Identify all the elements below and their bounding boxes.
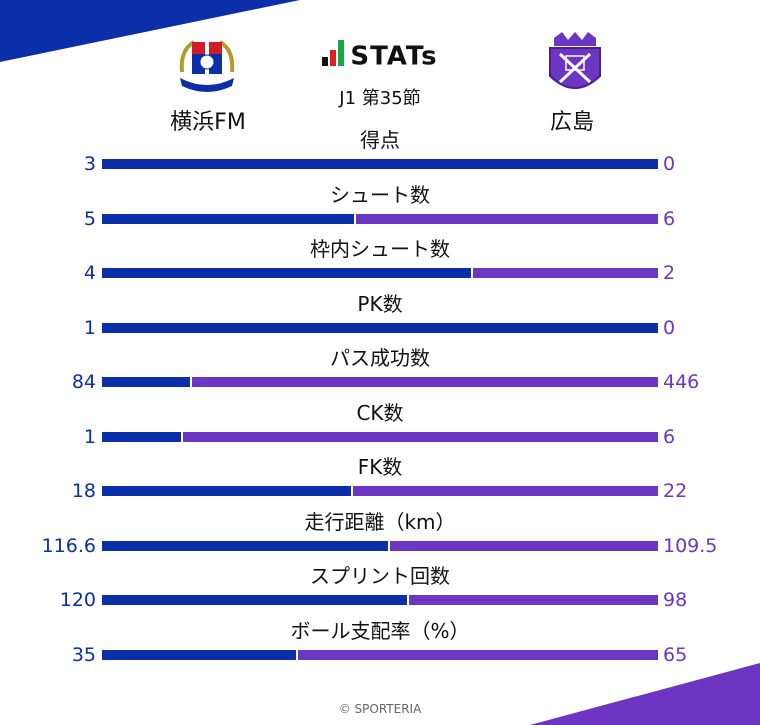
away-value: 0 xyxy=(663,153,676,175)
away-bar-segment xyxy=(473,268,658,278)
away-value: 446 xyxy=(663,371,700,393)
home-bar-segment xyxy=(102,649,296,660)
stat-row: 枠内シュート数 4 2 xyxy=(0,233,760,288)
corner-decoration-top-left xyxy=(0,0,300,62)
home-bar-segment xyxy=(102,213,354,224)
away-value: 2 xyxy=(663,262,676,284)
home-value: 84 xyxy=(71,371,96,393)
stat-row: FK数 18 22 xyxy=(0,451,760,506)
stat-label: 走行距離（km） xyxy=(304,509,456,534)
home-value: 1 xyxy=(83,316,96,339)
away-value: 6 xyxy=(663,425,676,448)
away-value: 65 xyxy=(663,643,688,666)
away-value: 22 xyxy=(663,480,688,502)
stat-label: CK数 xyxy=(356,400,404,425)
home-value: 1 xyxy=(83,425,96,448)
comparison-bar xyxy=(102,377,658,387)
stat-label: シュート数 xyxy=(330,182,430,207)
stat-row: CK数 1 6 xyxy=(0,397,760,452)
home-value: 35 xyxy=(71,643,96,666)
away-value: 6 xyxy=(663,207,676,230)
stat-row: PK数 1 0 xyxy=(0,288,760,343)
away-value: 98 xyxy=(663,589,688,611)
away-bar-segment xyxy=(355,213,658,224)
stats-list: 得点 3 0 シュート数 5 6 枠内シュート数 4 2 PK数 1 0 パス成功数 84 446 CK数 1 6… xyxy=(0,124,760,669)
comparison-bar xyxy=(102,595,658,605)
home-bar-segment xyxy=(102,377,190,387)
header: 横浜FM 広島 STATs J1 第35節 xyxy=(0,0,760,140)
home-team-logo xyxy=(172,32,242,102)
away-bar-segment xyxy=(183,431,658,442)
bar-divider xyxy=(351,486,354,496)
away-bar-segment xyxy=(297,649,658,660)
home-value: 120 xyxy=(59,589,96,611)
home-team-name: 横浜FM xyxy=(170,110,246,135)
home-bar-segment xyxy=(102,486,352,496)
stat-label: 枠内シュート数 xyxy=(310,237,450,261)
stat-row: スプリント回数 120 98 xyxy=(0,560,760,615)
home-value: 116.6 xyxy=(41,534,96,557)
home-bar-segment xyxy=(102,431,182,442)
stat-row: シュート数 5 6 xyxy=(0,179,760,234)
away-bar-segment xyxy=(191,377,658,387)
stat-row: ボール支配率（%） 35 65 xyxy=(0,615,760,670)
copyright: © SPORTERIA xyxy=(338,702,422,716)
stats-brand: STATs xyxy=(0,40,760,73)
comparison-bar xyxy=(102,159,658,169)
away-team-logo xyxy=(540,30,610,100)
bar-divider xyxy=(353,213,356,224)
comparison-bar xyxy=(102,649,658,660)
comparison-bar xyxy=(102,213,658,224)
away-bar-segment xyxy=(353,486,658,496)
comparison-bar xyxy=(102,540,658,551)
home-value: 4 xyxy=(83,262,96,284)
stat-row: パス成功数 84 446 xyxy=(0,342,760,397)
brand-title: STATs xyxy=(350,41,438,72)
stat-label: スプリント回数 xyxy=(310,564,450,588)
bar-divider xyxy=(406,595,409,605)
home-bar-segment xyxy=(102,159,658,169)
bar-divider xyxy=(181,431,184,442)
stats-logo-icon xyxy=(322,40,345,73)
comparison-bar xyxy=(102,268,658,278)
bar-divider xyxy=(471,268,474,278)
bar-divider xyxy=(295,649,298,660)
corner-decoration-bottom-right xyxy=(530,663,760,725)
away-bar-segment xyxy=(389,540,658,551)
stat-label: ボール支配率（%） xyxy=(290,618,470,643)
away-bar-segment xyxy=(408,595,658,605)
stat-label: パス成功数 xyxy=(330,346,430,370)
home-value: 3 xyxy=(83,153,96,175)
bar-divider xyxy=(189,377,192,387)
comparison-bar xyxy=(102,322,658,333)
away-team-name: 広島 xyxy=(549,110,594,135)
comparison-bar xyxy=(102,486,658,496)
away-value: 0 xyxy=(663,316,676,339)
bar-divider xyxy=(387,540,390,551)
stat-label: PK数 xyxy=(357,291,403,316)
home-bar-segment xyxy=(102,540,388,551)
stat-label: 得点 xyxy=(360,128,400,152)
home-bar-segment xyxy=(102,595,407,605)
home-value: 18 xyxy=(71,480,96,502)
match-round: J1 第35節 xyxy=(339,88,421,109)
away-value: 109.5 xyxy=(663,534,718,557)
stat-label: FK数 xyxy=(357,455,403,479)
home-bar-segment xyxy=(102,268,472,278)
stat-row: 得点 3 0 xyxy=(0,124,760,179)
home-value: 5 xyxy=(83,207,96,230)
comparison-bar xyxy=(102,431,658,442)
home-bar-segment xyxy=(102,322,658,333)
stat-row: 走行距離（km） 116.6 109.5 xyxy=(0,506,760,561)
